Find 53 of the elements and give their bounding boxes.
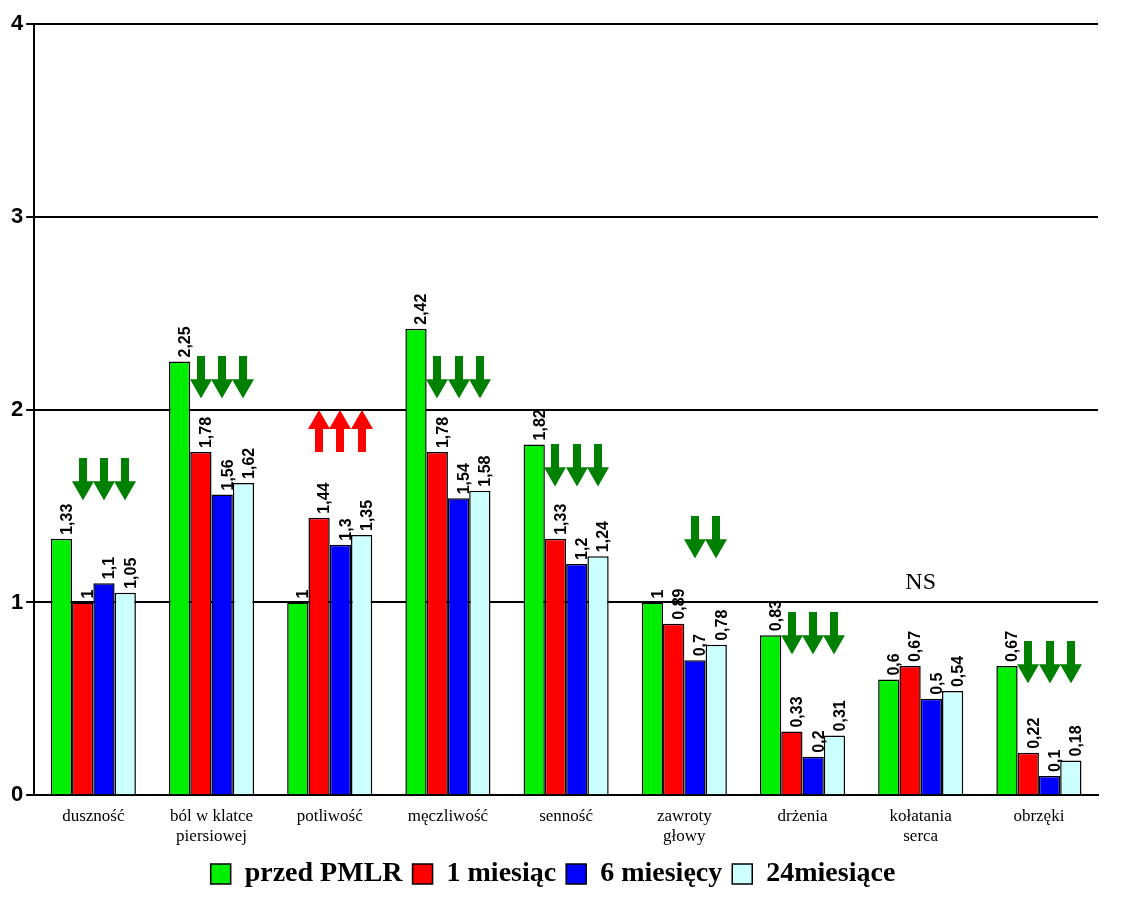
data-label: 1,56 (218, 459, 236, 491)
y-tick-label: 0 (10, 781, 24, 807)
x-tick-label: zawroty głowy (656, 805, 713, 846)
data-label: 0,33 (788, 696, 806, 728)
data-label: 2,42 (412, 293, 430, 325)
legend-label: 6 miesięcy (600, 856, 723, 888)
data-label: 0,5 (927, 672, 945, 695)
data-label: 1,78 (197, 416, 215, 449)
data-label: 1,58 (476, 455, 494, 487)
x-tick-label: męczliwość (407, 805, 489, 825)
legend-label: 24miesiące (766, 856, 896, 888)
data-label: 2,25 (176, 326, 194, 358)
data-label: 0,54 (949, 655, 967, 688)
x-tick-label: kołatania serca (889, 805, 953, 846)
legend-label: 1 miesiąc (446, 856, 557, 888)
y-tick-label: 2 (10, 395, 24, 421)
x-tick-label: ból w klatce piersiowej (169, 805, 254, 846)
x-tick-label: drżenia (777, 805, 828, 825)
data-label: 0,1 (1045, 749, 1063, 772)
data-label: 0,78 (712, 609, 730, 641)
data-label: 1,62 (239, 447, 257, 479)
data-label: 0,67 (906, 630, 924, 663)
data-label: 1 (294, 589, 312, 599)
data-label: 1,54 (454, 463, 472, 495)
data-label: 0,18 (1067, 725, 1085, 757)
data-label: 1,44 (315, 482, 333, 514)
x-tick-label: potliwość (296, 805, 364, 825)
data-label: 1,33 (57, 503, 75, 535)
data-label: 0,6 (885, 653, 903, 676)
data-label: 0,67 (1003, 630, 1021, 663)
data-label: 1,05 (121, 557, 139, 589)
data-label: 1 (79, 589, 97, 599)
y-tick-label: 4 (10, 10, 24, 36)
data-label: 0,22 (1024, 717, 1042, 749)
y-tick-label: 1 (10, 588, 24, 614)
data-label: 1,2 (573, 537, 591, 560)
annotation: NS (905, 568, 937, 595)
data-label: 0,2 (809, 730, 827, 753)
x-tick-label: obrzęki (1013, 805, 1065, 825)
data-label: 1 (648, 589, 666, 599)
legend-label: przed PMLR (244, 856, 404, 888)
x-tick-label: senność (539, 805, 594, 825)
data-label: 1,1 (100, 556, 118, 580)
x-tick-label: duszność (62, 805, 125, 825)
data-label: 1,35 (358, 499, 376, 531)
data-label: 1,33 (551, 503, 569, 535)
data-label: 1,24 (594, 520, 612, 553)
data-label: 0,31 (830, 700, 848, 732)
data-label: 0,7 (691, 633, 709, 657)
y-tick-label: 3 (10, 203, 24, 229)
data-label: 1,3 (336, 518, 354, 541)
data-label: 1,78 (433, 416, 451, 449)
data-label: 1,82 (530, 409, 548, 441)
